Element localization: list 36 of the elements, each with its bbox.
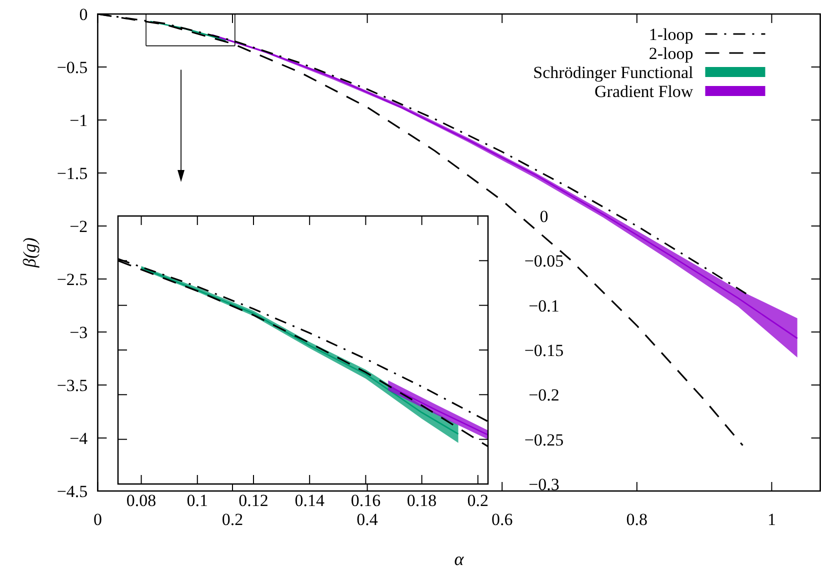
x-tick-label: 0.2 <box>222 510 244 529</box>
y-tick-label: −0.1 <box>528 296 560 316</box>
x-tick-label: 0.12 <box>238 491 268 510</box>
x-tick-label: 0.8 <box>626 510 648 529</box>
y-tick-label: −0.3 <box>528 475 560 494</box>
y-tick-label: −0.25 <box>524 430 564 450</box>
y-tick-label: −4.5 <box>56 482 88 501</box>
x-tick-label: 0.16 <box>350 491 381 510</box>
y-tick-label: 0 <box>79 5 88 24</box>
legend-label: 2-loop <box>648 44 694 63</box>
y-tick-label: −1.5 <box>56 164 88 183</box>
y-tick-label: −4 <box>70 429 88 448</box>
x-tick-label: 0.08 <box>126 491 156 510</box>
x-tick-label: 0.6 <box>491 510 513 529</box>
y-tick-label: −0.15 <box>524 341 564 360</box>
x-tick-label: 0.4 <box>356 510 378 529</box>
x-tick-label: 0.1 <box>186 491 208 510</box>
y-tick-label: −1 <box>70 111 88 130</box>
x-tick-label: 0.18 <box>406 491 437 510</box>
legend-label: 1-loop <box>648 25 694 44</box>
y-tick-label: −0.5 <box>56 58 88 77</box>
y-tick-label: −2.5 <box>56 270 88 289</box>
y-tick-label: −3.5 <box>56 376 88 395</box>
y-tick-label: 0 <box>540 207 548 226</box>
y-tick-label: −0.05 <box>524 252 564 271</box>
y-tick-label: −2 <box>70 217 88 236</box>
y-axis-title: β(g) <box>20 238 40 268</box>
x-tick-label: 1 <box>767 510 776 529</box>
x-tick-label: 0 <box>93 510 102 529</box>
legend-label: Schrödinger Functional <box>533 63 694 82</box>
x-axis-title: α <box>454 549 464 569</box>
y-tick-label: −0.2 <box>528 386 560 405</box>
legend-label: Gradient Flow <box>594 82 694 101</box>
x-tick-label: 0.2 <box>467 491 489 510</box>
x-tick-label: 0.14 <box>294 491 325 510</box>
y-tick-label: −3 <box>70 323 88 342</box>
